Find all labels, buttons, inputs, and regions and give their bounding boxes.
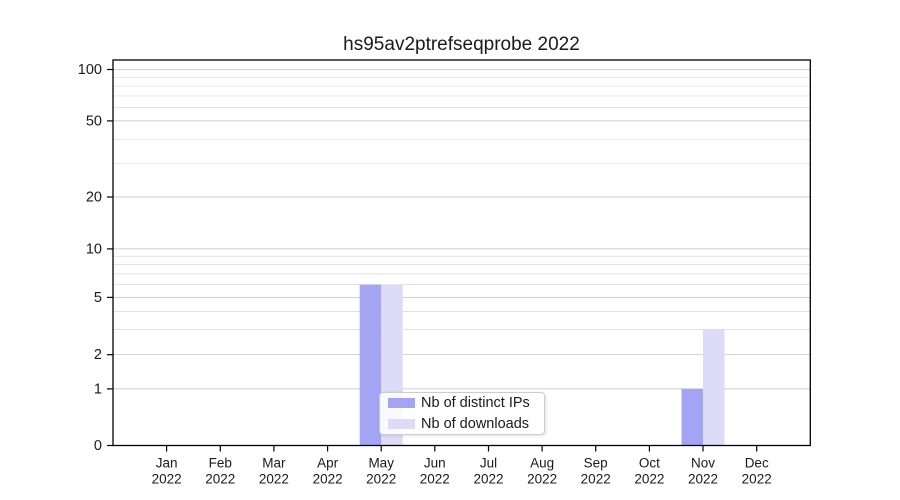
- svg-text:May: May: [368, 456, 394, 471]
- svg-text:Aug: Aug: [530, 456, 554, 471]
- svg-text:2022: 2022: [688, 472, 718, 487]
- svg-text:100: 100: [78, 62, 102, 78]
- svg-text:Feb: Feb: [209, 456, 232, 471]
- svg-text:Nov: Nov: [691, 456, 715, 471]
- svg-text:2022: 2022: [742, 472, 772, 487]
- svg-text:Dec: Dec: [745, 456, 769, 471]
- svg-text:2022: 2022: [527, 472, 557, 487]
- svg-text:2: 2: [94, 347, 102, 363]
- svg-text:Oct: Oct: [639, 456, 660, 471]
- svg-text:Mar: Mar: [262, 456, 286, 471]
- svg-text:Sep: Sep: [584, 456, 608, 471]
- svg-text:2022: 2022: [152, 472, 182, 487]
- svg-text:2022: 2022: [313, 472, 343, 487]
- svg-text:2022: 2022: [366, 472, 396, 487]
- svg-text:50: 50: [86, 113, 102, 129]
- svg-text:2022: 2022: [634, 472, 664, 487]
- svg-text:1: 1: [94, 381, 102, 397]
- svg-text:10: 10: [86, 241, 102, 257]
- svg-text:2022: 2022: [259, 472, 289, 487]
- svg-text:Jun: Jun: [424, 456, 446, 471]
- svg-text:Jan: Jan: [156, 456, 178, 471]
- svg-text:Jul: Jul: [480, 456, 497, 471]
- svg-text:2022: 2022: [473, 472, 503, 487]
- svg-text:20: 20: [86, 190, 102, 206]
- svg-text:5: 5: [94, 290, 102, 306]
- svg-text:Apr: Apr: [317, 456, 339, 471]
- svg-text:2022: 2022: [205, 472, 235, 487]
- svg-text:2022: 2022: [420, 472, 450, 487]
- svg-text:2022: 2022: [581, 472, 611, 487]
- svg-text:0: 0: [94, 438, 102, 454]
